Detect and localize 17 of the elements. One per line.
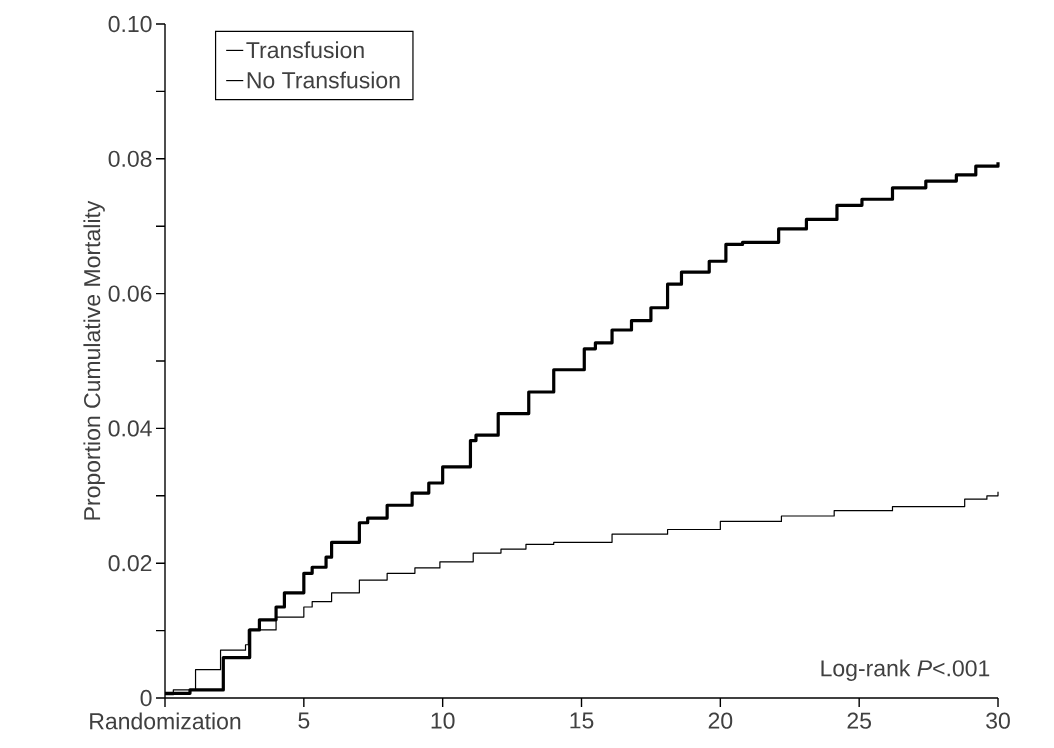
- x-tick-label: 20: [708, 712, 733, 729]
- x-tick-label: 10: [431, 712, 455, 729]
- annotation: Log-rank P<.001: [821, 659, 990, 681]
- y-tick-label: 0.08: [108, 150, 152, 167]
- x-tick-label: 30: [986, 712, 1010, 729]
- y-tick-label: 0.04: [108, 420, 152, 437]
- x-tick-label: Randomization: [90, 712, 241, 730]
- x-tick-label: 15: [570, 712, 594, 729]
- y-tick-label: 0.02: [108, 555, 152, 572]
- x-tick-label: 5: [298, 712, 310, 729]
- y-tick-label: 0.06: [108, 285, 152, 302]
- legend-label: No Transfusion: [247, 71, 400, 89]
- y-tick-label: 0: [140, 689, 152, 707]
- x-tick-label: 25: [847, 712, 871, 729]
- legend-label: Transfusion: [246, 41, 364, 59]
- y-axis-title: Proportion Cumulative Mortality: [83, 200, 105, 520]
- y-tick-label: 0.10: [108, 15, 152, 33]
